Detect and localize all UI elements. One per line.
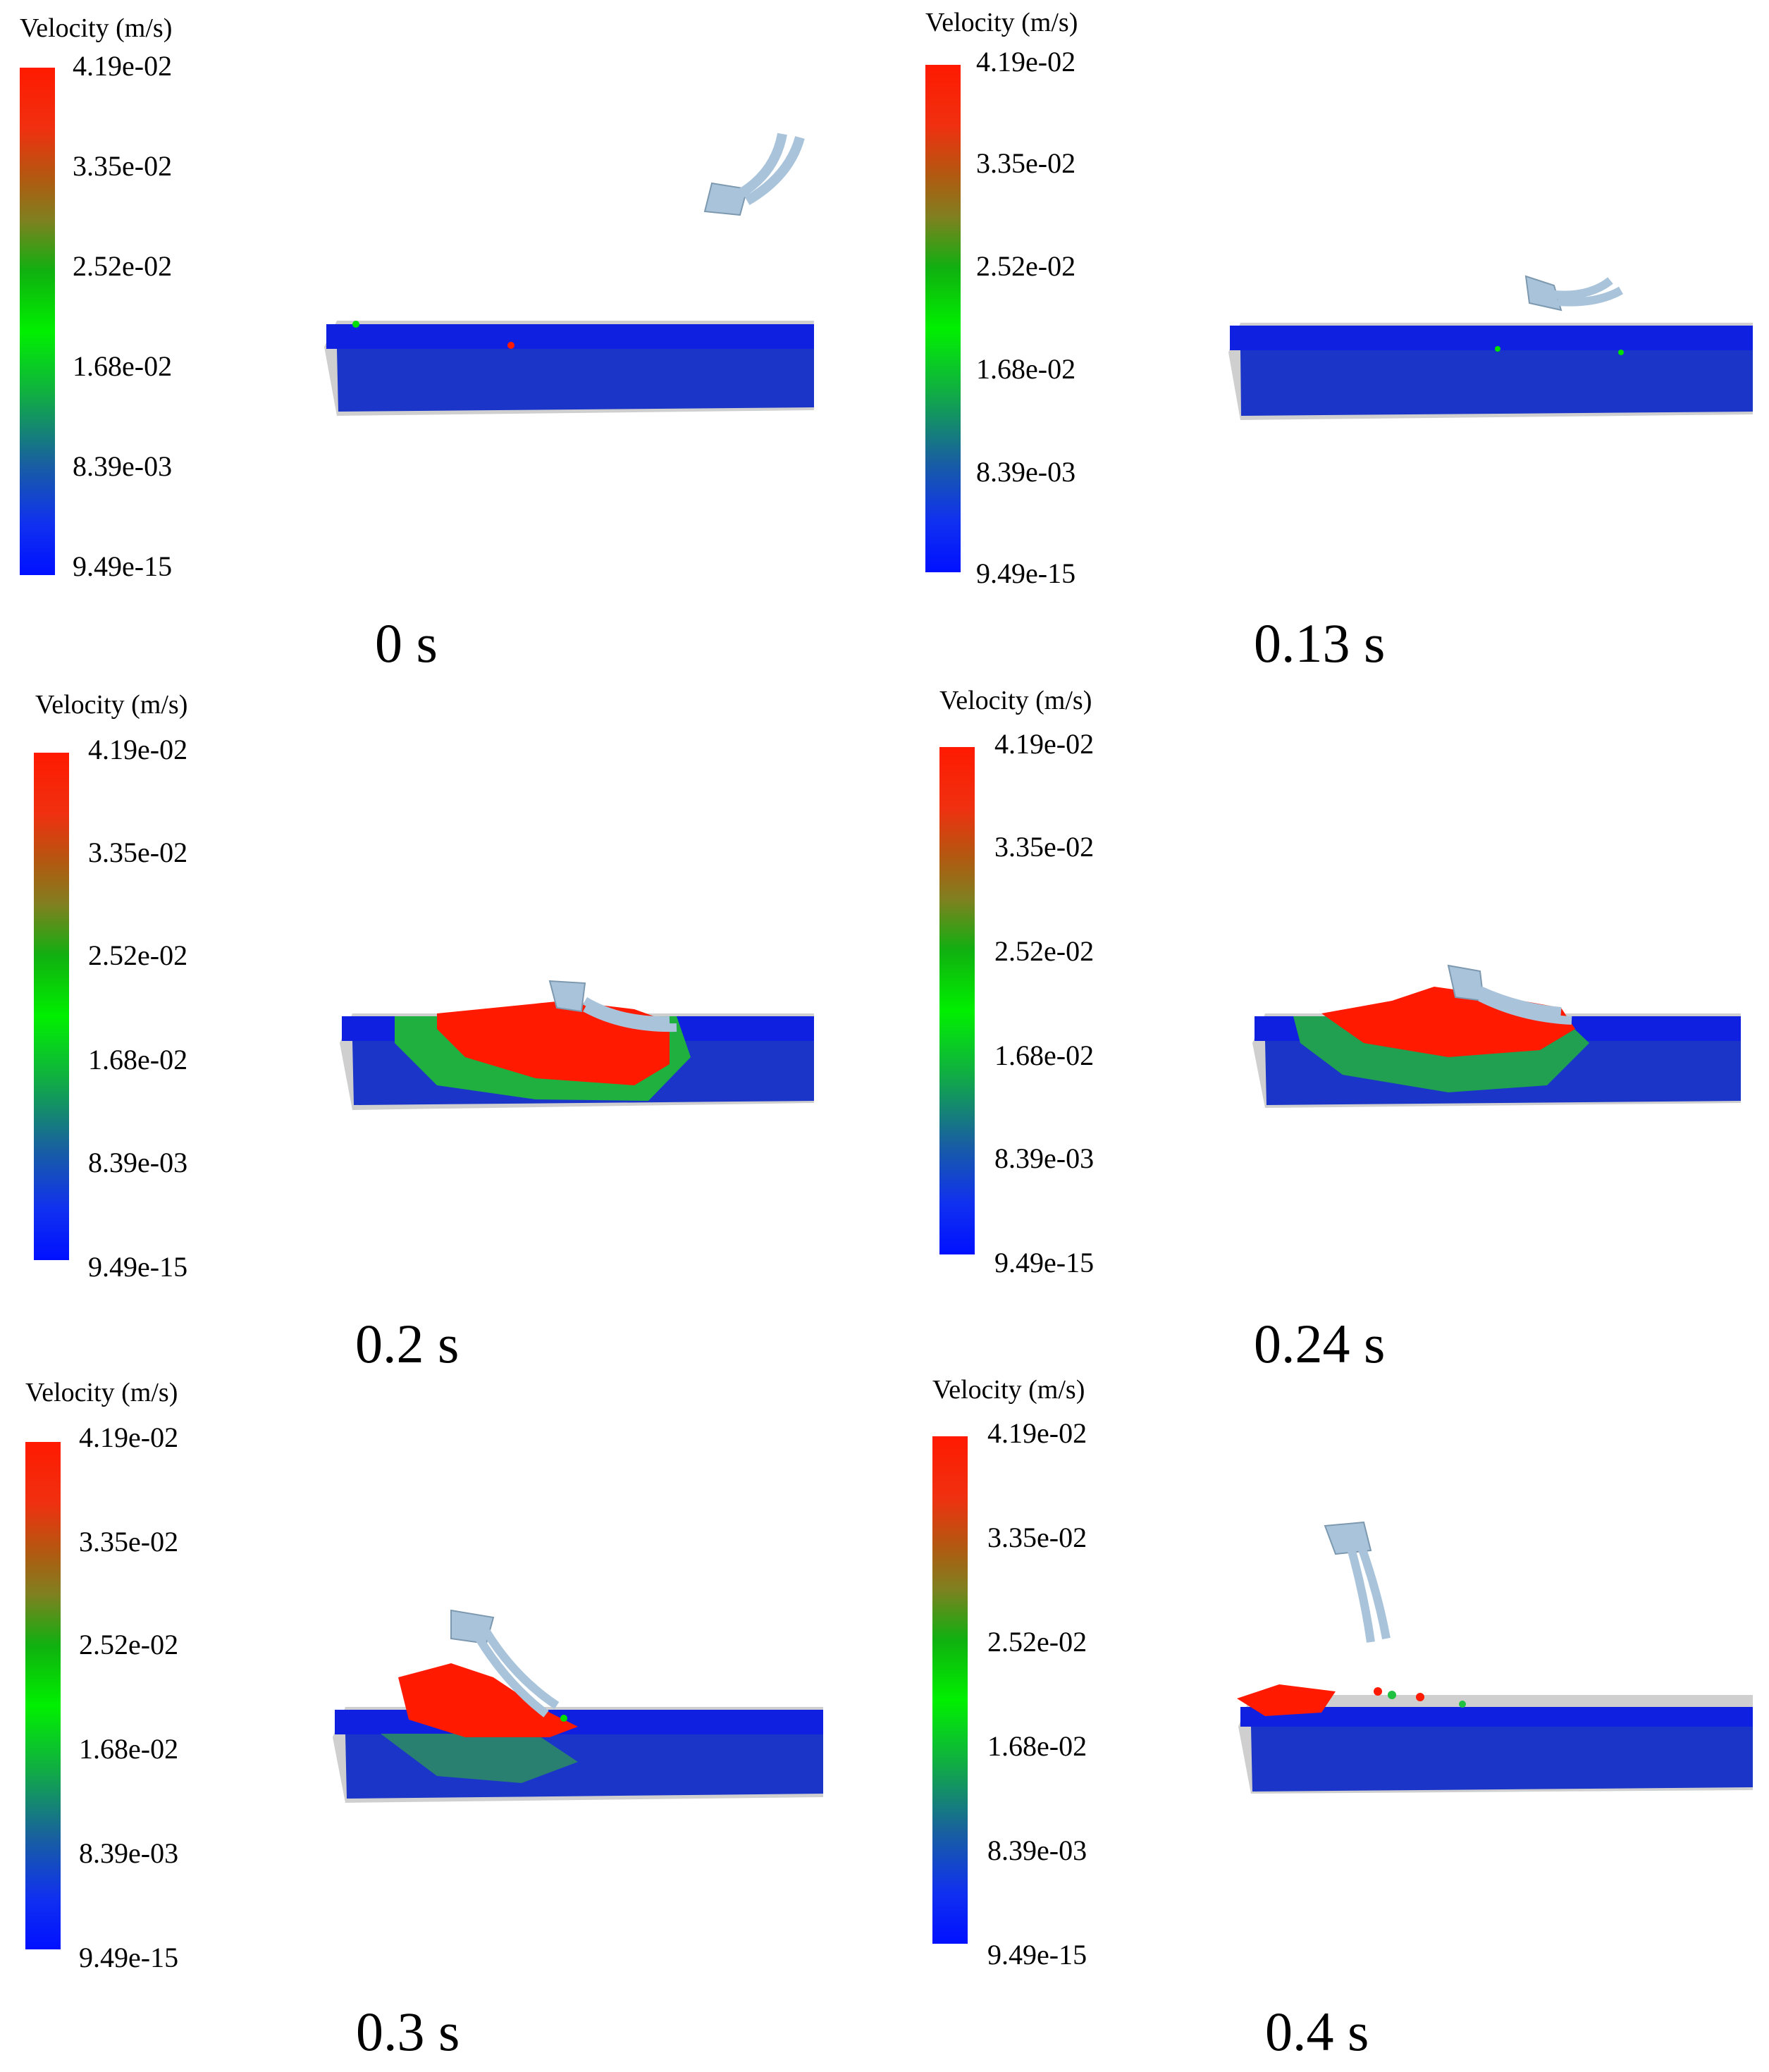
- time-label: 0.2 s: [355, 1313, 460, 1374]
- legend-tick-max: 4.19e-02: [994, 728, 1095, 760]
- simulation-scene: [1237, 1521, 1753, 1794]
- legend-tick-4: 3.35e-02: [987, 1522, 1087, 1553]
- legend-tick-max: 4.19e-02: [976, 46, 1076, 78]
- legend-tick-4: 3.35e-02: [994, 831, 1095, 863]
- legend-title: Velocity (m/s): [939, 686, 1092, 715]
- simulation-scene: [333, 1609, 823, 1803]
- panel-0.24s: Velocity (m/s) 4.19e-02 3.35e-02 2.52e-0…: [884, 686, 1769, 1381]
- colorbar: [25, 1442, 61, 1949]
- time-label: 0 s: [375, 612, 438, 674]
- particle-green: [1495, 346, 1500, 352]
- legend-tick-min: 9.49e-15: [976, 557, 1076, 589]
- legend-tick-min: 9.49e-15: [73, 550, 173, 582]
- soil-bulk: [1251, 1727, 1753, 1792]
- time-label: 0.4 s: [1265, 2001, 1369, 2062]
- legend-tick-1: 8.39e-03: [79, 1837, 179, 1869]
- simulation-scene: [324, 132, 814, 416]
- legend-tick-3: 2.52e-02: [73, 250, 173, 282]
- legend-tick-4: 3.35e-02: [88, 837, 188, 868]
- panel-0.3s: Velocity (m/s) 4.19e-02 3.35e-02 2.52e-0…: [0, 1378, 884, 2072]
- time-label: 0.24 s: [1254, 1313, 1386, 1374]
- legend-tick-1: 8.39e-03: [73, 450, 173, 482]
- legend-tick-min: 9.49e-15: [994, 1247, 1095, 1278]
- tool-tines: [737, 132, 805, 206]
- tool-tines: [1478, 986, 1572, 1025]
- legend-tick-3: 2.52e-02: [976, 250, 1076, 282]
- colorbar: [939, 747, 975, 1254]
- tool-blade: [703, 182, 748, 216]
- legend-tick-4: 3.35e-02: [79, 1526, 179, 1558]
- particle-green: [1618, 350, 1624, 355]
- tool-tines: [475, 1629, 560, 1718]
- soil-surface: [1230, 326, 1753, 350]
- particle-green: [1388, 1691, 1396, 1699]
- legend-tick-min: 9.49e-15: [88, 1251, 188, 1283]
- legend-tick-max: 4.19e-02: [987, 1417, 1087, 1449]
- legend-tick-min: 9.49e-15: [79, 1942, 179, 1973]
- time-label: 0.13 s: [1254, 612, 1386, 674]
- legend-tick-3: 2.52e-02: [88, 939, 188, 971]
- particle-red: [507, 342, 514, 349]
- tool-tines: [582, 997, 677, 1032]
- tool-tines: [1345, 1541, 1391, 1643]
- simulation-scene: [340, 980, 814, 1110]
- simulation-scene: [1252, 964, 1741, 1108]
- disturbed-red-zone: [398, 1663, 578, 1737]
- legend-tick-max: 4.19e-02: [88, 734, 188, 765]
- legend-title: Velocity (m/s): [35, 690, 188, 720]
- panel-0s: Velocity (m/s) 4.19e-02 3.35e-02 2.52e-0…: [0, 0, 884, 691]
- legend-tick-3: 2.52e-02: [987, 1626, 1087, 1658]
- soil-surface: [1240, 1707, 1753, 1727]
- particle-green: [352, 321, 359, 328]
- colorbar: [34, 753, 69, 1260]
- soil-surface: [326, 324, 814, 349]
- legend-tick-2: 1.68e-02: [976, 353, 1076, 385]
- legend-tick-max: 4.19e-02: [73, 50, 173, 82]
- legend-tick-2: 1.68e-02: [994, 1040, 1095, 1071]
- legend-tick-3: 2.52e-02: [994, 935, 1095, 967]
- legend-tick-min: 9.49e-15: [987, 1939, 1087, 1971]
- panel-0.4s: Velocity (m/s) 4.19e-02 3.35e-02 2.52e-0…: [884, 1375, 1769, 2072]
- tool-blade: [1524, 275, 1562, 312]
- legend-tick-3: 2.52e-02: [79, 1629, 179, 1660]
- legend-title: Velocity (m/s): [925, 8, 1078, 37]
- legend-title: Velocity (m/s): [932, 1375, 1085, 1405]
- legend-tick-1: 8.39e-03: [994, 1142, 1095, 1174]
- disturbed-green-zone: [381, 1734, 578, 1783]
- particle-green: [560, 1715, 567, 1722]
- legend-tick-4: 3.35e-02: [976, 147, 1076, 179]
- soil-bulk: [337, 349, 814, 412]
- panel-0.2s: Velocity (m/s) 4.19e-02 3.35e-02 2.52e-0…: [0, 690, 884, 1381]
- legend-title: Velocity (m/s): [20, 13, 173, 43]
- legend-tick-1: 8.39e-03: [88, 1147, 188, 1178]
- legend-tick-2: 1.68e-02: [88, 1044, 188, 1075]
- time-label: 0.3 s: [356, 2001, 460, 2062]
- disturbed-red-zone: [1237, 1684, 1336, 1716]
- colorbar: [925, 65, 961, 572]
- colorbar: [932, 1436, 968, 1944]
- tool-blade: [548, 980, 586, 1013]
- particle-green: [1459, 1701, 1466, 1708]
- legend-tick-2: 1.68e-02: [987, 1730, 1087, 1762]
- legend-tick-2: 1.68e-02: [73, 350, 173, 382]
- particle-red: [1374, 1687, 1382, 1696]
- legend-title: Velocity (m/s): [25, 1378, 178, 1407]
- particle-red: [1416, 1693, 1424, 1701]
- legend-tick-2: 1.68e-02: [79, 1733, 179, 1765]
- legend-tick-4: 3.35e-02: [73, 150, 173, 182]
- legend-tick-1: 8.39e-03: [976, 456, 1076, 488]
- legend-tick-1: 8.39e-03: [987, 1834, 1087, 1866]
- tool-tines: [1553, 277, 1623, 307]
- legend-tick-max: 4.19e-02: [79, 1422, 179, 1453]
- panel-0.13s: Velocity (m/s) 4.19e-02 3.35e-02 2.52e-0…: [884, 0, 1769, 691]
- soil-bulk: [1240, 350, 1753, 416]
- colorbar: [20, 68, 55, 575]
- simulation-scene: [1228, 275, 1753, 420]
